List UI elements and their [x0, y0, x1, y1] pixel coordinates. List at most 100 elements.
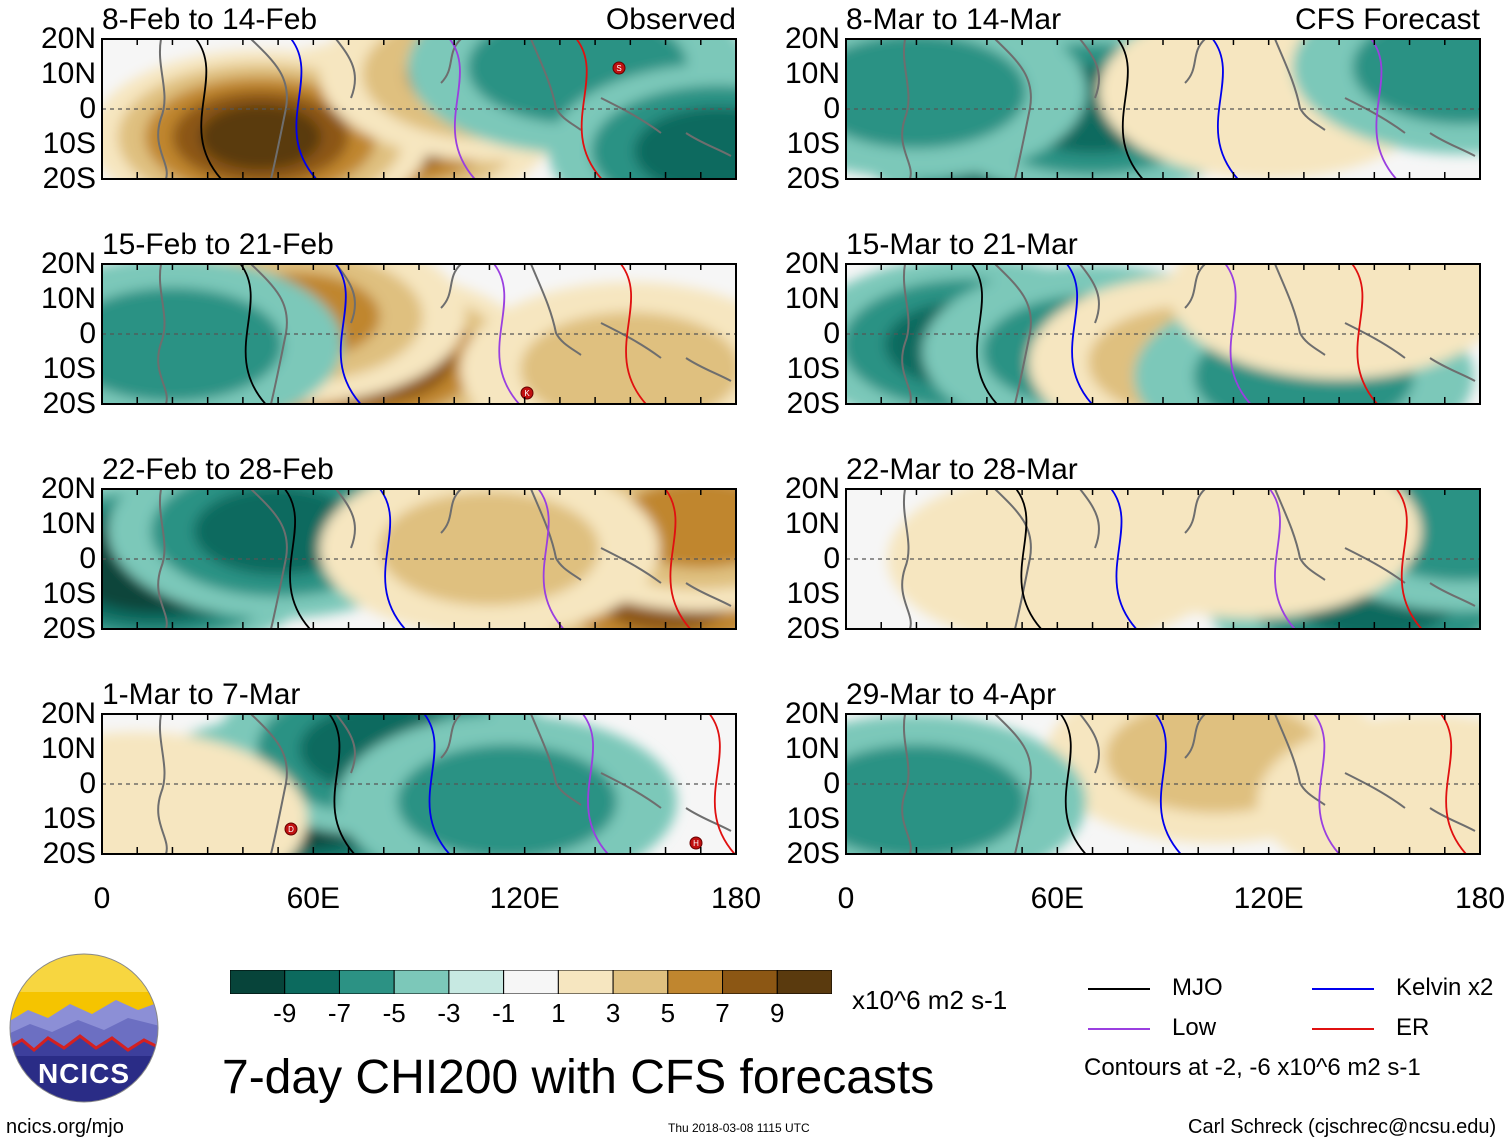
anomaly-contour	[846, 39, 1027, 149]
wave-contour-kelvin	[1110, 489, 1137, 629]
lon-tick-label: 0	[837, 882, 855, 915]
wave-contour-low	[1224, 264, 1252, 404]
map-panel	[101, 488, 737, 630]
footer-author: Carl Schreck (cjschrec@ncsu.edu)	[1188, 1116, 1497, 1138]
legend-line-mjo	[1088, 988, 1150, 990]
lon-tick-label: 180	[1454, 882, 1506, 915]
lat-tick-label: 10N	[40, 507, 96, 540]
wave-contour-low	[582, 714, 609, 854]
colorbar-swatch	[503, 969, 559, 995]
colorbar-tick-label: -3	[437, 998, 461, 1028]
cyclone-letter: S	[616, 64, 621, 73]
legend-line-low	[1088, 1028, 1150, 1030]
cyclone-letter: K	[524, 389, 530, 398]
wave-contour-kelvin	[1212, 39, 1239, 179]
colorbar-tick-label: -9	[273, 998, 297, 1028]
cyclone-letter: D	[288, 825, 294, 834]
lat-tick-label: 0	[79, 92, 96, 125]
wave-contour-er	[1440, 714, 1467, 854]
lat-tick-label: 20N	[784, 247, 840, 280]
lat-tick-label: 20S	[786, 612, 840, 645]
ncics-logo: NCICS	[8, 952, 160, 1104]
coastline	[901, 714, 1476, 854]
coastline	[901, 489, 1476, 629]
wave-contour-mjo	[1059, 714, 1087, 854]
colorbar-swatch	[557, 969, 614, 995]
colorbar-swatch	[722, 969, 778, 995]
anomaly-contour	[397, 744, 618, 854]
lat-tick-label: 10N	[40, 282, 96, 315]
lat-tick-label: 10S	[786, 352, 840, 385]
lat-tick-label: 10S	[786, 127, 840, 160]
cyclone-letter: H	[693, 839, 699, 848]
lat-tick-label: 10N	[40, 732, 96, 765]
wave-contour-low	[493, 264, 520, 404]
lat-tick-label: 0	[823, 317, 840, 350]
coastline	[157, 714, 732, 854]
lat-tick-label: 10S	[786, 577, 840, 610]
anomaly-contour	[1352, 39, 1480, 124]
colorbar-tick-label: -1	[492, 998, 516, 1028]
wave-contour-er	[708, 714, 736, 854]
colorbar-swatch	[448, 969, 505, 995]
wave-contour-low	[1269, 489, 1296, 629]
lat-tick-label: 20S	[42, 162, 96, 195]
coastline	[901, 264, 1476, 404]
colorbar-tick-label: 3	[605, 998, 621, 1028]
anomaly-contour	[1081, 489, 1422, 618]
wave-contour-kelvin	[379, 489, 406, 629]
lat-tick-label: 20N	[784, 472, 840, 505]
lon-tick-label: 120E	[1233, 882, 1304, 915]
lat-tick-label: 20S	[786, 162, 840, 195]
panel-title: 1-Mar to 7-Mar	[102, 678, 301, 711]
lat-tick-label: 10S	[42, 352, 96, 385]
coastline	[157, 39, 732, 179]
wave-contour-er	[620, 264, 647, 404]
wave-contour-kelvin	[1066, 264, 1093, 404]
lat-tick-label: 20N	[784, 697, 840, 730]
colorbar	[229, 969, 833, 995]
footer-url[interactable]: ncics.org/mjo	[6, 1116, 124, 1138]
colorbar-tick-label: -7	[327, 998, 352, 1028]
wave-contour-mjo	[328, 714, 355, 854]
cyclone-marker	[612, 61, 626, 75]
lat-tick-label: 10S	[786, 802, 840, 835]
lat-tick-label: 10S	[42, 127, 96, 160]
wave-contour-mjo	[284, 489, 311, 629]
panel-title: 8-Feb to 14-Feb	[102, 3, 318, 36]
wave-contour-er	[1395, 489, 1423, 629]
colorbar-swatch	[338, 969, 395, 995]
wave-contour-er	[575, 39, 603, 179]
lon-tick-label: 60E	[286, 882, 341, 915]
wave-contour-mjo	[239, 264, 267, 404]
anomaly-contour	[379, 491, 600, 606]
lat-tick-label: 0	[79, 767, 96, 800]
lat-tick-label: 20N	[40, 247, 96, 280]
lat-tick-label: 10S	[42, 577, 96, 610]
legend-line-kelvin	[1312, 988, 1374, 990]
legend-label: Low	[1172, 1014, 1217, 1041]
legend-label: ER	[1396, 1014, 1430, 1041]
colorbar-tick-label: 1	[551, 998, 566, 1028]
lat-tick-label: 10N	[40, 57, 96, 90]
legend-label: Kelvin x2	[1396, 974, 1494, 1001]
lon-tick-label: 60E	[1030, 882, 1085, 915]
lat-tick-label: 0	[79, 542, 96, 575]
wave-contour-low	[1313, 714, 1340, 854]
wave-contour-mjo	[1015, 489, 1042, 629]
colorbar-tick-label: 9	[770, 998, 785, 1028]
colorbar-units: x10^6 m2 s-1	[852, 985, 1008, 1015]
map-panel: K	[101, 263, 737, 405]
lat-tick-label: 20N	[40, 22, 96, 55]
anomaly-contour	[1169, 264, 1480, 379]
forecast-label: CFS Forecast	[1294, 3, 1480, 36]
coastline	[157, 264, 732, 404]
lat-tick-label: 0	[823, 542, 840, 575]
cyclone-marker	[520, 386, 534, 400]
map-panel	[845, 713, 1481, 855]
wave-contour-low	[448, 39, 476, 179]
logo-text: NCICS	[37, 1058, 131, 1089]
wave-contour-kelvin	[1154, 714, 1182, 854]
anomaly-contour	[846, 744, 1027, 854]
lat-tick-label: 20S	[786, 837, 840, 870]
